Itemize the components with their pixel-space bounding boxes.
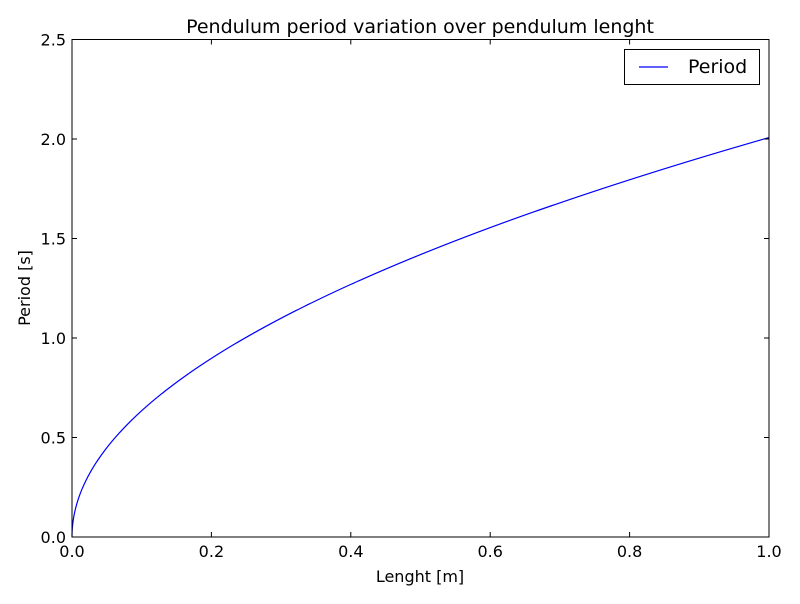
x-tick-label-4: 0.8 bbox=[617, 542, 642, 561]
series-lines bbox=[71, 137, 770, 537]
y-axis-label: Period [s] bbox=[15, 250, 34, 326]
x-tick-label-1: 0.2 bbox=[199, 542, 224, 561]
legend: Period bbox=[624, 49, 760, 85]
x-tick-labels: 0.0 0.2 0.4 0.6 0.8 1.0 bbox=[59, 542, 781, 561]
x-axis-label: Lenght [m] bbox=[376, 567, 464, 586]
y-tick-label-5: 2.5 bbox=[41, 31, 66, 50]
x-tick-label-2: 0.4 bbox=[338, 542, 363, 561]
y-tick-label-0: 0.0 bbox=[41, 528, 66, 547]
legend-label-period: Period bbox=[688, 56, 747, 78]
y-tick-label-1: 0.5 bbox=[41, 429, 66, 448]
y-tick-label-3: 1.5 bbox=[41, 230, 66, 249]
axis-ticks bbox=[71, 39, 770, 538]
x-tick-label-3: 0.6 bbox=[477, 542, 502, 561]
plot-area bbox=[71, 39, 770, 538]
y-tick-label-2: 1.0 bbox=[41, 329, 66, 348]
y-tick-labels: 0.0 0.5 1.0 1.5 2.0 2.5 bbox=[41, 31, 66, 548]
y-tick-label-4: 2.0 bbox=[41, 130, 66, 149]
x-tick-label-5: 1.0 bbox=[756, 542, 781, 561]
x-tick-label-0: 0.0 bbox=[59, 542, 84, 561]
chart-title: Pendulum period variation over pendulum … bbox=[186, 16, 654, 38]
axes-frame bbox=[71, 39, 770, 538]
series-line-period bbox=[71, 137, 770, 537]
